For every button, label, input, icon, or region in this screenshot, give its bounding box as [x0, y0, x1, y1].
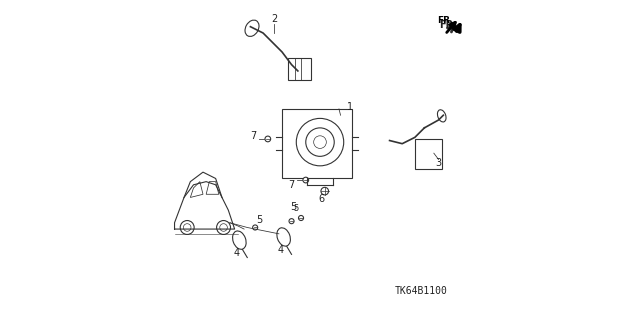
Text: 5: 5 — [294, 204, 299, 213]
Text: 4: 4 — [277, 245, 284, 255]
Circle shape — [265, 136, 271, 142]
Text: 5: 5 — [290, 202, 296, 212]
Text: 7: 7 — [289, 180, 294, 190]
Text: 5: 5 — [256, 215, 262, 225]
Text: 4: 4 — [233, 248, 239, 258]
Text: 7: 7 — [250, 131, 257, 141]
Circle shape — [298, 215, 303, 220]
Text: FR.: FR. — [439, 20, 457, 30]
Text: 6: 6 — [319, 194, 324, 204]
Circle shape — [303, 177, 308, 183]
Bar — [289, 58, 310, 80]
Text: FR.: FR. — [436, 16, 453, 25]
Text: 2: 2 — [271, 14, 277, 24]
Circle shape — [289, 219, 294, 224]
Circle shape — [253, 225, 258, 230]
Circle shape — [321, 187, 328, 195]
Text: 3: 3 — [436, 158, 442, 168]
Bar — [282, 109, 351, 178]
Bar — [415, 139, 442, 169]
Text: 1: 1 — [347, 102, 353, 112]
Text: TK64B1100: TK64B1100 — [395, 286, 447, 296]
